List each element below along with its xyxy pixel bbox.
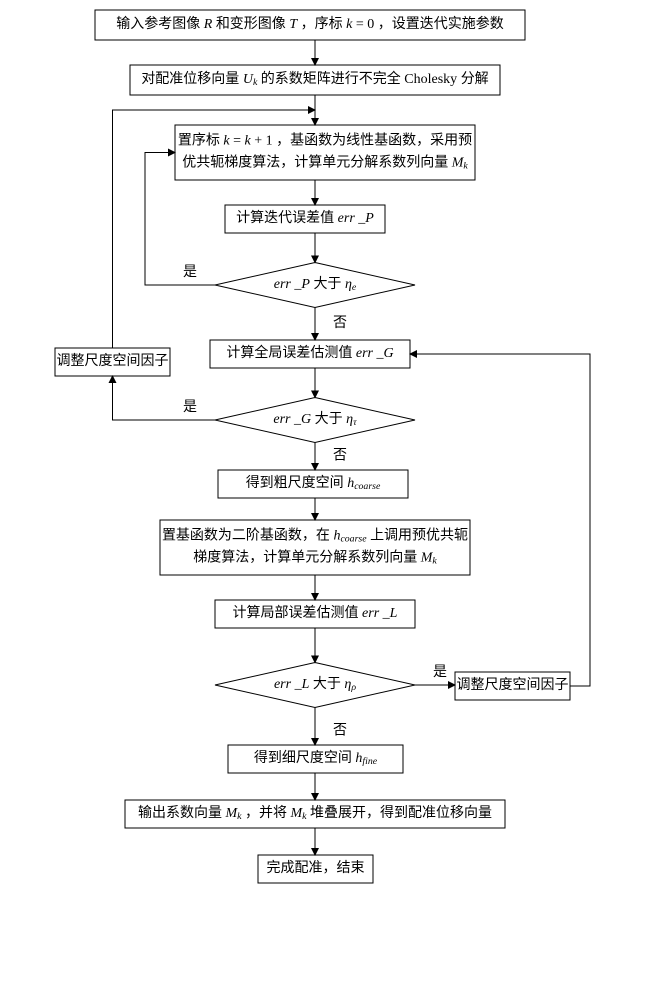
box-b3-line-1: 优共轭梯度算法，计算单元分解系数列向量 Mk — [182, 155, 468, 172]
edge-label: 是 — [183, 400, 197, 415]
box-b9-line-0: 得到细尺度空间 hfine — [254, 749, 378, 767]
box-b10-line-0: 输出系数向量 Mk ，并将 Mk 堆叠展开，得到配准位移向量 — [138, 804, 492, 822]
box-bL-line-0: 调整尺度空间因子 — [57, 353, 169, 369]
box-b7-line-0: 置基函数为二阶基函数，在 hcoarse 上调用预优共轭 — [162, 527, 468, 545]
edge-label: 否 — [333, 316, 347, 331]
edge-label: 否 — [333, 448, 347, 463]
flowchart-canvas: 输入参考图像 R 和变形图像 T ，序标 k = 0 ，设置迭代实施参数对配准位… — [0, 0, 669, 1000]
edge-label: 是 — [433, 665, 447, 680]
box-b8-line-0: 计算局部误差估测值 err _L — [233, 605, 398, 621]
box-b11-line-0: 完成配准，结束 — [267, 860, 365, 876]
diamond-d2-label: err _G 大于 ητ — [273, 411, 357, 428]
box-b4-line-0: 计算迭代误差值 err _P — [236, 210, 374, 226]
arrow — [113, 376, 216, 420]
box-b5-line-0: 计算全局误差估测值 err _G — [226, 344, 393, 361]
box-b7-line-1: 梯度算法，计算单元分解系数列向量 Mk — [193, 550, 437, 567]
edge-label: 否 — [333, 723, 347, 738]
box-b3-line-0: 置序标 k = k + 1 ，基函数为线性基函数，采用预 — [178, 132, 472, 149]
diamond-d3-label: err _L 大于 ηρ — [274, 676, 356, 693]
box-b1-line-0: 输入参考图像 R 和变形图像 T ，序标 k = 0 ，设置迭代实施参数 — [116, 15, 503, 32]
box-b2-line-0: 对配准位移向量 Uk 的系数矩阵进行不完全 Cholesky 分解 — [141, 70, 488, 88]
diamond-d1-label: err _P 大于 ηe — [274, 276, 357, 293]
edge-label: 是 — [183, 265, 197, 280]
box-bR-line-0: 调整尺度空间因子 — [457, 677, 569, 693]
